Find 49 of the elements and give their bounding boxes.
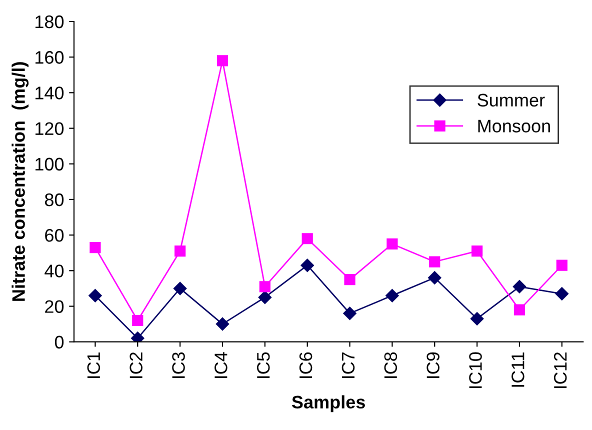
y-tick-label: 100 — [36, 158, 64, 171]
point — [216, 317, 230, 331]
point — [514, 304, 526, 316]
x-tick-label: IC7 — [342, 352, 355, 378]
y-tick-label: 60 — [45, 229, 64, 242]
x-tick-label: IC12 — [554, 352, 567, 388]
x-tick-label: IC8 — [384, 352, 398, 378]
y-tick-label: 180 — [36, 15, 64, 28]
x-tick-label: IC6 — [299, 352, 312, 378]
point — [300, 258, 314, 272]
point — [343, 306, 356, 320]
point — [429, 256, 440, 268]
legend-label: Summer — [478, 94, 545, 107]
point — [344, 274, 356, 286]
y-tick-label: 80 — [44, 193, 64, 206]
point — [470, 312, 484, 326]
point — [512, 280, 526, 294]
point — [386, 288, 399, 302]
point — [132, 314, 144, 326]
y-axis-title: Nitrate concentration (mg/l) — [12, 62, 29, 301]
point — [556, 260, 568, 271]
x-tick-label: IC10 — [469, 352, 482, 388]
y-tick-label: 120 — [36, 122, 64, 136]
point — [90, 242, 101, 254]
x-tick-label: IC4 — [214, 352, 228, 378]
x-tick-label: IC1 — [87, 352, 100, 378]
y-tick-label: 20 — [45, 300, 64, 313]
point — [216, 55, 228, 66]
point — [302, 233, 313, 244]
point — [174, 246, 186, 257]
point — [386, 238, 398, 250]
x-tick-label: IC2 — [130, 352, 142, 378]
point — [471, 246, 483, 257]
point — [428, 271, 442, 284]
point — [258, 290, 272, 304]
point — [555, 287, 568, 300]
y-tick-label: 140 — [36, 86, 64, 100]
x-tick-label: IC3 — [172, 352, 185, 378]
x-tick-label: IC5 — [256, 352, 270, 378]
y-tick-label: 0 — [54, 336, 64, 349]
y-tick-label: 40 — [44, 264, 64, 278]
point — [88, 288, 102, 302]
legend-label: Monsoon — [478, 120, 550, 132]
x-axis-title: Samples — [292, 395, 365, 412]
point — [173, 282, 187, 296]
x-tick-label: IC9 — [426, 352, 440, 378]
x-tick-label: IC11 — [512, 352, 524, 387]
y-tick-label: 160 — [36, 51, 64, 64]
point — [259, 281, 270, 292]
